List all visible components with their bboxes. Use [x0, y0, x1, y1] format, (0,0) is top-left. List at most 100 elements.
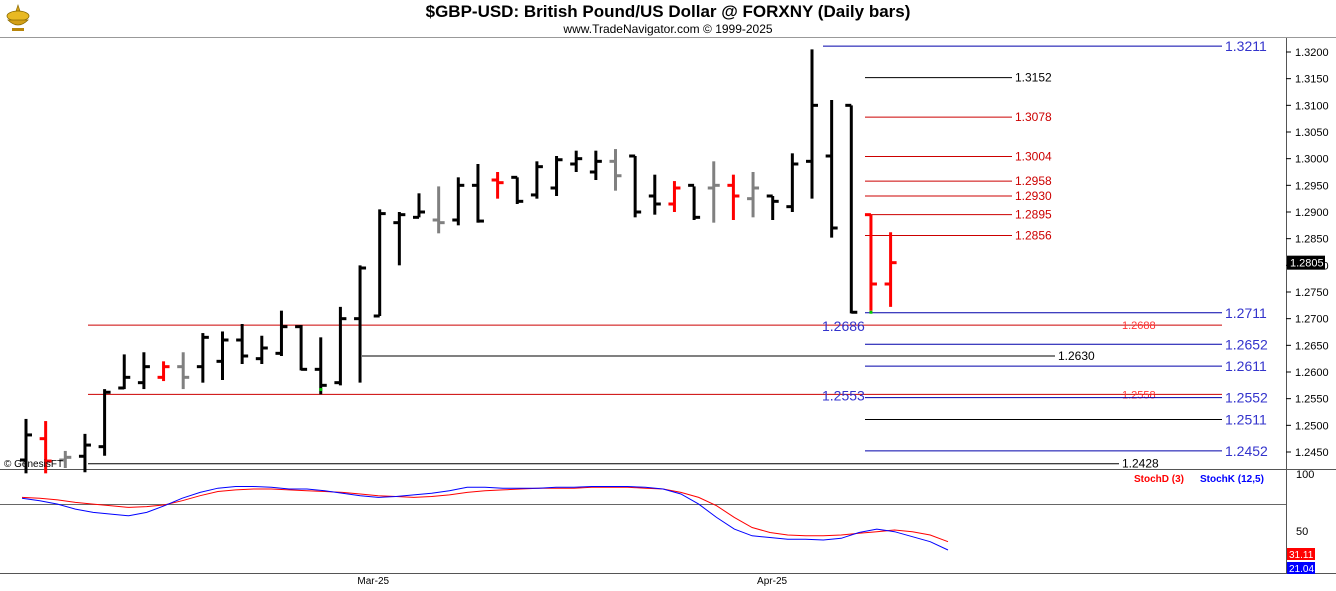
ohlc-bar	[177, 352, 190, 390]
level-label: 1.2895	[1015, 208, 1052, 222]
ohlc-bar	[98, 389, 111, 456]
ohlc-bar	[530, 161, 543, 199]
last-price-label: 1.2805	[1290, 258, 1324, 270]
level-label: 1.2652	[1225, 336, 1268, 352]
ohlc-bar	[236, 324, 249, 364]
fibonacci-levels: 1.2686 1.2688 1.2553 1.2558 1.3211 1.3152 1.30…	[88, 38, 1268, 471]
level-label: 1.3211	[1225, 38, 1267, 54]
ohlc-bar	[884, 232, 897, 307]
level-label: 1.3152	[1015, 71, 1052, 85]
stoch-last-box	[1287, 548, 1315, 560]
level-label: 1.2428	[1122, 457, 1159, 471]
ohlc-bar	[825, 100, 838, 238]
ohlc-bar	[255, 335, 268, 364]
ohlc-bar	[137, 352, 150, 390]
ohlc-bar	[707, 161, 720, 223]
stoch-last-label: 21.04	[1289, 564, 1314, 575]
level-right-label: 1.2688	[1122, 320, 1156, 332]
level-left-label: 1.2686	[822, 318, 865, 334]
ohlc-bar	[589, 150, 602, 180]
stoch-last-box	[1287, 562, 1315, 574]
level-label: 1.2958	[1015, 174, 1052, 188]
ohlc-bar	[275, 310, 288, 356]
y-tick-label: 1.2500	[1295, 420, 1329, 432]
ohlc-bar	[471, 164, 484, 223]
ohlc-bar	[845, 103, 858, 314]
level-label: 1.3078	[1015, 110, 1052, 124]
stoch-legend-label: StochD (3)	[1134, 474, 1184, 485]
stoch-legend-label: StochK (12,5)	[1200, 474, 1264, 485]
y-tick-label: 1.2600	[1295, 367, 1329, 379]
ohlc-bar	[550, 156, 563, 196]
y-tick-label: 1.3200	[1295, 47, 1329, 59]
ohlc-bar	[78, 433, 91, 473]
ohlc-bar	[216, 331, 229, 380]
y-tick-label: 1.2450	[1295, 447, 1329, 459]
stoch-tick-label: 100	[1296, 469, 1314, 481]
ohlc-bar	[354, 265, 367, 383]
ohlc-bar	[629, 154, 642, 218]
y-tick-label: 1.3100	[1295, 100, 1329, 112]
ohlc-bar	[648, 174, 661, 215]
last-price-box	[1287, 255, 1325, 270]
level-label: 1.2711	[1225, 305, 1267, 321]
price-axis: 1.2450 1.2500 1.2550 1.2600 1.2650 1.2700 1.27…	[1286, 47, 1329, 459]
stoch-tick-label: 50	[1296, 526, 1308, 538]
ohlc-bar	[20, 418, 32, 474]
level-label: 1.2630	[1058, 349, 1095, 363]
ohlc-bar	[314, 337, 327, 395]
level-left-label: 1.2553	[822, 387, 865, 403]
y-tick-label: 1.2650	[1295, 340, 1329, 352]
y-tick-label: 1.2850	[1295, 234, 1329, 246]
ohlc-bar	[59, 450, 72, 468]
stoch-series-line	[21, 486, 949, 543]
ohlc-bar	[196, 333, 209, 383]
signal-dot	[869, 310, 873, 314]
stoch-series-line	[21, 486, 949, 551]
level-label: 1.2552	[1225, 390, 1268, 406]
level-label: 1.2930	[1015, 189, 1052, 203]
y-tick-label: 1.3000	[1295, 154, 1329, 166]
date-axis: Mar-25 Apr-25	[357, 576, 787, 587]
level-label: 1.2511	[1225, 411, 1267, 427]
y-tick-label: 1.2950	[1295, 180, 1329, 192]
y-tick-label: 1.2750	[1295, 287, 1329, 299]
ohlc-bar	[334, 306, 347, 386]
ohlc-bar	[432, 186, 445, 234]
ohlc-bar	[511, 175, 524, 204]
ohlc-bar	[747, 172, 760, 218]
ohlc-bar	[668, 181, 681, 212]
ohlc-bar	[413, 193, 425, 219]
x-tick-label: Apr-25	[757, 576, 787, 587]
ohlc-bar	[393, 212, 406, 266]
copyright-label: © GenesisFT	[4, 459, 63, 470]
stoch-last-label: 31.11	[1289, 550, 1314, 561]
y-tick-label: 1.2550	[1295, 394, 1329, 406]
chart-header: $GBP-USD: British Pound/US Dollar @ FORX…	[0, 0, 1336, 38]
ohlc-bar	[157, 361, 170, 382]
y-tick-label: 1.3050	[1295, 127, 1329, 139]
y-tick-label: 1.2700	[1295, 314, 1329, 326]
ohlc-bar	[295, 325, 308, 371]
y-tick-label: 1.3150	[1295, 74, 1329, 86]
lamp-logo-icon	[3, 2, 33, 34]
level-label: 1.2856	[1015, 228, 1052, 242]
level-label: 1.3004	[1015, 150, 1052, 164]
ohlc-bar	[491, 172, 504, 199]
ohlc-bars	[20, 49, 897, 474]
chart-subtitle: www.TradeNavigator.com © 1999-2025	[563, 22, 773, 36]
ohlc-bar	[688, 183, 701, 220]
ohlc-bar	[609, 149, 622, 191]
ohlc-bar	[766, 194, 779, 220]
ohlc-bar	[864, 213, 877, 311]
ohlc-bar	[118, 354, 131, 390]
stochastic-panel: 100 50 StochD (3) 31.11 StochK (12,5) 21.04	[0, 469, 1315, 575]
level-label: 1.2611	[1225, 358, 1267, 374]
ohlc-bar	[806, 49, 818, 199]
ohlc-bar	[727, 174, 740, 220]
ohlc-bar	[39, 421, 52, 474]
ohlc-bar	[452, 177, 465, 226]
level-label: 1.2452	[1225, 443, 1268, 459]
ohlc-bar	[373, 209, 386, 318]
